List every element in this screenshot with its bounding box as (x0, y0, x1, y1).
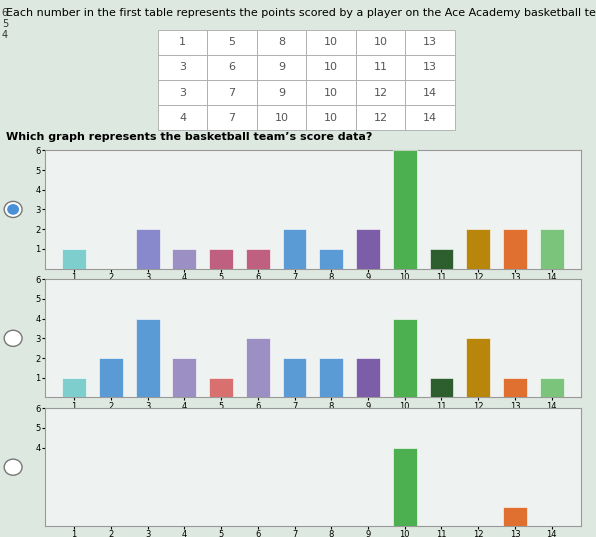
Text: 3: 3 (179, 88, 186, 98)
Text: 5: 5 (2, 19, 8, 29)
Text: 1: 1 (179, 37, 186, 47)
Text: 10: 10 (324, 113, 338, 123)
Bar (356, 358, 380, 397)
Text: 9: 9 (278, 62, 285, 72)
Bar (430, 249, 454, 268)
Text: 14: 14 (423, 88, 437, 98)
Bar (246, 249, 270, 268)
Bar (466, 229, 490, 268)
Bar (319, 249, 343, 268)
Bar (62, 378, 86, 397)
Bar (99, 358, 123, 397)
Text: 9: 9 (278, 88, 285, 98)
Bar (319, 358, 343, 397)
Text: 10: 10 (324, 88, 338, 98)
Bar (62, 249, 86, 268)
Bar (466, 338, 490, 397)
Bar (356, 229, 380, 268)
Text: 6: 6 (2, 9, 8, 18)
Text: Each number in the first table represents the points scored by a player on the A: Each number in the first table represent… (6, 8, 596, 18)
Bar (209, 378, 233, 397)
Text: 13: 13 (423, 62, 437, 72)
Bar (136, 229, 160, 268)
Text: 6: 6 (229, 62, 235, 72)
Bar (209, 249, 233, 268)
Text: 12: 12 (374, 88, 387, 98)
Text: 13: 13 (423, 37, 437, 47)
Text: Which graph represents the basketball team’s score data?: Which graph represents the basketball te… (6, 132, 372, 142)
Bar (172, 358, 196, 397)
Text: 10: 10 (374, 37, 387, 47)
Text: 4: 4 (179, 113, 186, 123)
Bar (503, 229, 527, 268)
Bar (540, 378, 564, 397)
Bar (283, 358, 306, 397)
Bar (283, 229, 306, 268)
Bar (172, 249, 196, 268)
Bar (393, 150, 417, 268)
Text: 10: 10 (324, 37, 338, 47)
Bar (540, 229, 564, 268)
Text: 8: 8 (278, 37, 285, 47)
Bar (503, 506, 527, 526)
Bar (393, 447, 417, 526)
Bar (246, 338, 270, 397)
Text: 10: 10 (275, 113, 288, 123)
Text: 12: 12 (374, 113, 387, 123)
Bar (430, 378, 454, 397)
Bar (503, 378, 527, 397)
Text: 7: 7 (229, 113, 235, 123)
Text: 10: 10 (324, 62, 338, 72)
Bar (393, 318, 417, 397)
Text: 5: 5 (229, 37, 235, 47)
Text: 7: 7 (229, 88, 235, 98)
Text: 14: 14 (423, 113, 437, 123)
Text: 3: 3 (179, 62, 186, 72)
Text: 4: 4 (2, 30, 8, 40)
Text: 11: 11 (374, 62, 387, 72)
Bar (136, 318, 160, 397)
